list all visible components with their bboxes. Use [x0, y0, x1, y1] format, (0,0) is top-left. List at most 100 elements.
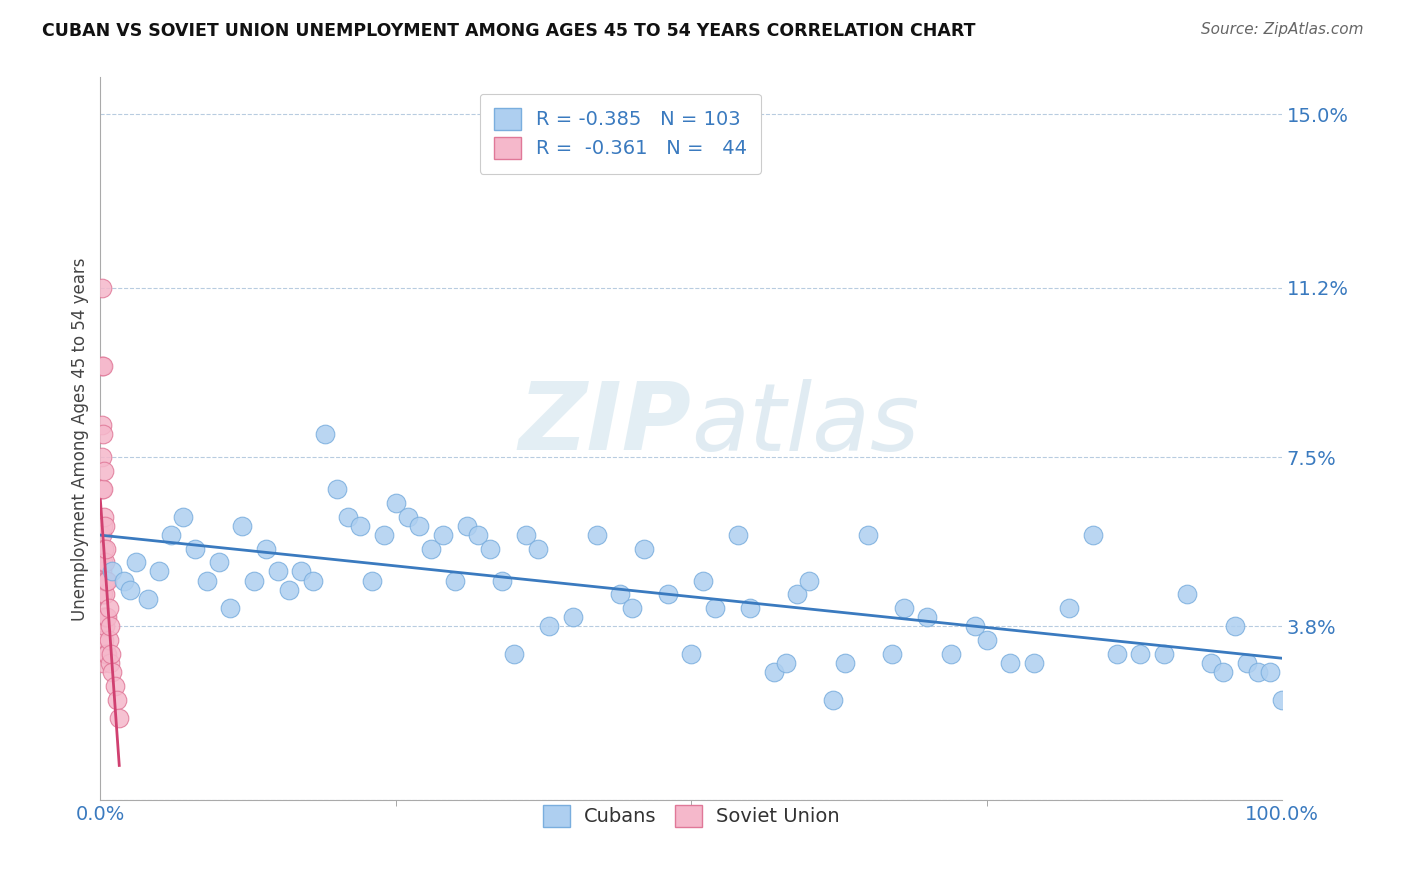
Point: [633, 541, 655, 556]
Point: [467, 528, 489, 542]
Point: [703, 601, 725, 615]
Point: [1105, 647, 1128, 661]
Point: [1212, 665, 1234, 680]
Point: [1258, 665, 1281, 680]
Point: [118, 582, 141, 597]
Point: [103, 679, 125, 693]
Point: [384, 496, 406, 510]
Y-axis label: Unemployment Among Ages 45 to 54 years: Unemployment Among Ages 45 to 54 years: [72, 257, 89, 621]
Point: [90, 281, 112, 295]
Point: [1059, 601, 1081, 615]
Point: [278, 582, 301, 597]
Point: [93, 464, 115, 478]
Point: [1081, 528, 1104, 542]
Point: [93, 633, 115, 648]
Legend: Cubans, Soviet Union: Cubans, Soviet Union: [536, 798, 846, 835]
Point: [231, 518, 253, 533]
Point: [692, 574, 714, 588]
Point: [562, 610, 585, 624]
Point: [963, 619, 986, 633]
Point: [98, 619, 121, 633]
Point: [740, 601, 762, 615]
Point: [302, 574, 325, 588]
Point: [491, 574, 513, 588]
Point: [976, 633, 998, 648]
Point: [207, 555, 229, 569]
Point: [349, 518, 371, 533]
Point: [136, 591, 159, 606]
Point: [96, 647, 118, 661]
Point: [101, 565, 124, 579]
Point: [90, 619, 112, 633]
Point: [456, 518, 478, 533]
Point: [1271, 692, 1294, 706]
Point: [91, 610, 114, 624]
Point: [91, 482, 114, 496]
Point: [96, 610, 118, 624]
Point: [94, 587, 117, 601]
Point: [105, 692, 128, 706]
Point: [90, 482, 112, 496]
Point: [219, 601, 242, 615]
Point: [254, 541, 277, 556]
Point: [1199, 656, 1222, 670]
Point: [799, 574, 821, 588]
Point: [408, 518, 430, 533]
Text: Source: ZipAtlas.com: Source: ZipAtlas.com: [1201, 22, 1364, 37]
Point: [681, 647, 703, 661]
Point: [290, 565, 312, 579]
Point: [94, 518, 117, 533]
Point: [266, 565, 288, 579]
Point: [91, 518, 114, 533]
Point: [479, 541, 502, 556]
Text: ZIP: ZIP: [519, 378, 692, 470]
Point: [94, 619, 117, 633]
Point: [1177, 587, 1199, 601]
Point: [503, 647, 526, 661]
Point: [762, 665, 785, 680]
Point: [90, 587, 112, 601]
Point: [786, 587, 808, 601]
Point: [90, 528, 112, 542]
Point: [90, 359, 112, 373]
Point: [93, 509, 115, 524]
Point: [657, 587, 679, 601]
Point: [834, 656, 856, 670]
Point: [91, 555, 114, 569]
Point: [1153, 647, 1175, 661]
Point: [727, 528, 749, 542]
Point: [172, 509, 194, 524]
Point: [775, 656, 797, 670]
Point: [314, 427, 336, 442]
Point: [526, 541, 548, 556]
Point: [97, 633, 120, 648]
Point: [160, 528, 183, 542]
Point: [112, 574, 135, 588]
Point: [1022, 656, 1045, 670]
Point: [91, 359, 114, 373]
Text: CUBAN VS SOVIET UNION UNEMPLOYMENT AMONG AGES 45 TO 54 YEARS CORRELATION CHART: CUBAN VS SOVIET UNION UNEMPLOYMENT AMONG…: [42, 22, 976, 40]
Point: [91, 427, 114, 442]
Point: [93, 610, 115, 624]
Point: [325, 482, 347, 496]
Point: [880, 647, 903, 661]
Point: [337, 509, 360, 524]
Point: [609, 587, 631, 601]
Point: [98, 656, 121, 670]
Point: [93, 574, 115, 588]
Point: [396, 509, 419, 524]
Point: [939, 647, 962, 661]
Point: [1129, 647, 1152, 661]
Point: [91, 633, 114, 648]
Point: [821, 692, 844, 706]
Point: [101, 665, 124, 680]
Point: [538, 619, 561, 633]
Point: [184, 541, 207, 556]
Point: [94, 555, 117, 569]
Point: [361, 574, 384, 588]
Point: [96, 541, 118, 556]
Point: [373, 528, 395, 542]
Point: [96, 610, 118, 624]
Point: [893, 601, 915, 615]
Point: [108, 711, 131, 725]
